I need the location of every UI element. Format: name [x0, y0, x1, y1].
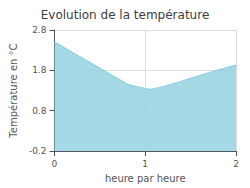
svg-text:2.8: 2.8: [32, 25, 47, 35]
svg-text:Température en °C: Température en °C: [8, 43, 19, 138]
svg-text:0.8: 0.8: [32, 106, 47, 116]
svg-text:heure par heure: heure par heure: [105, 173, 186, 184]
svg-text:-0.2: -0.2: [29, 146, 47, 156]
svg-text:Evolution de la température: Evolution de la température: [41, 8, 210, 22]
svg-text:1.8: 1.8: [32, 65, 47, 75]
svg-text:0: 0: [52, 159, 58, 169]
svg-text:1: 1: [142, 159, 148, 169]
svg-text:2: 2: [233, 159, 239, 169]
